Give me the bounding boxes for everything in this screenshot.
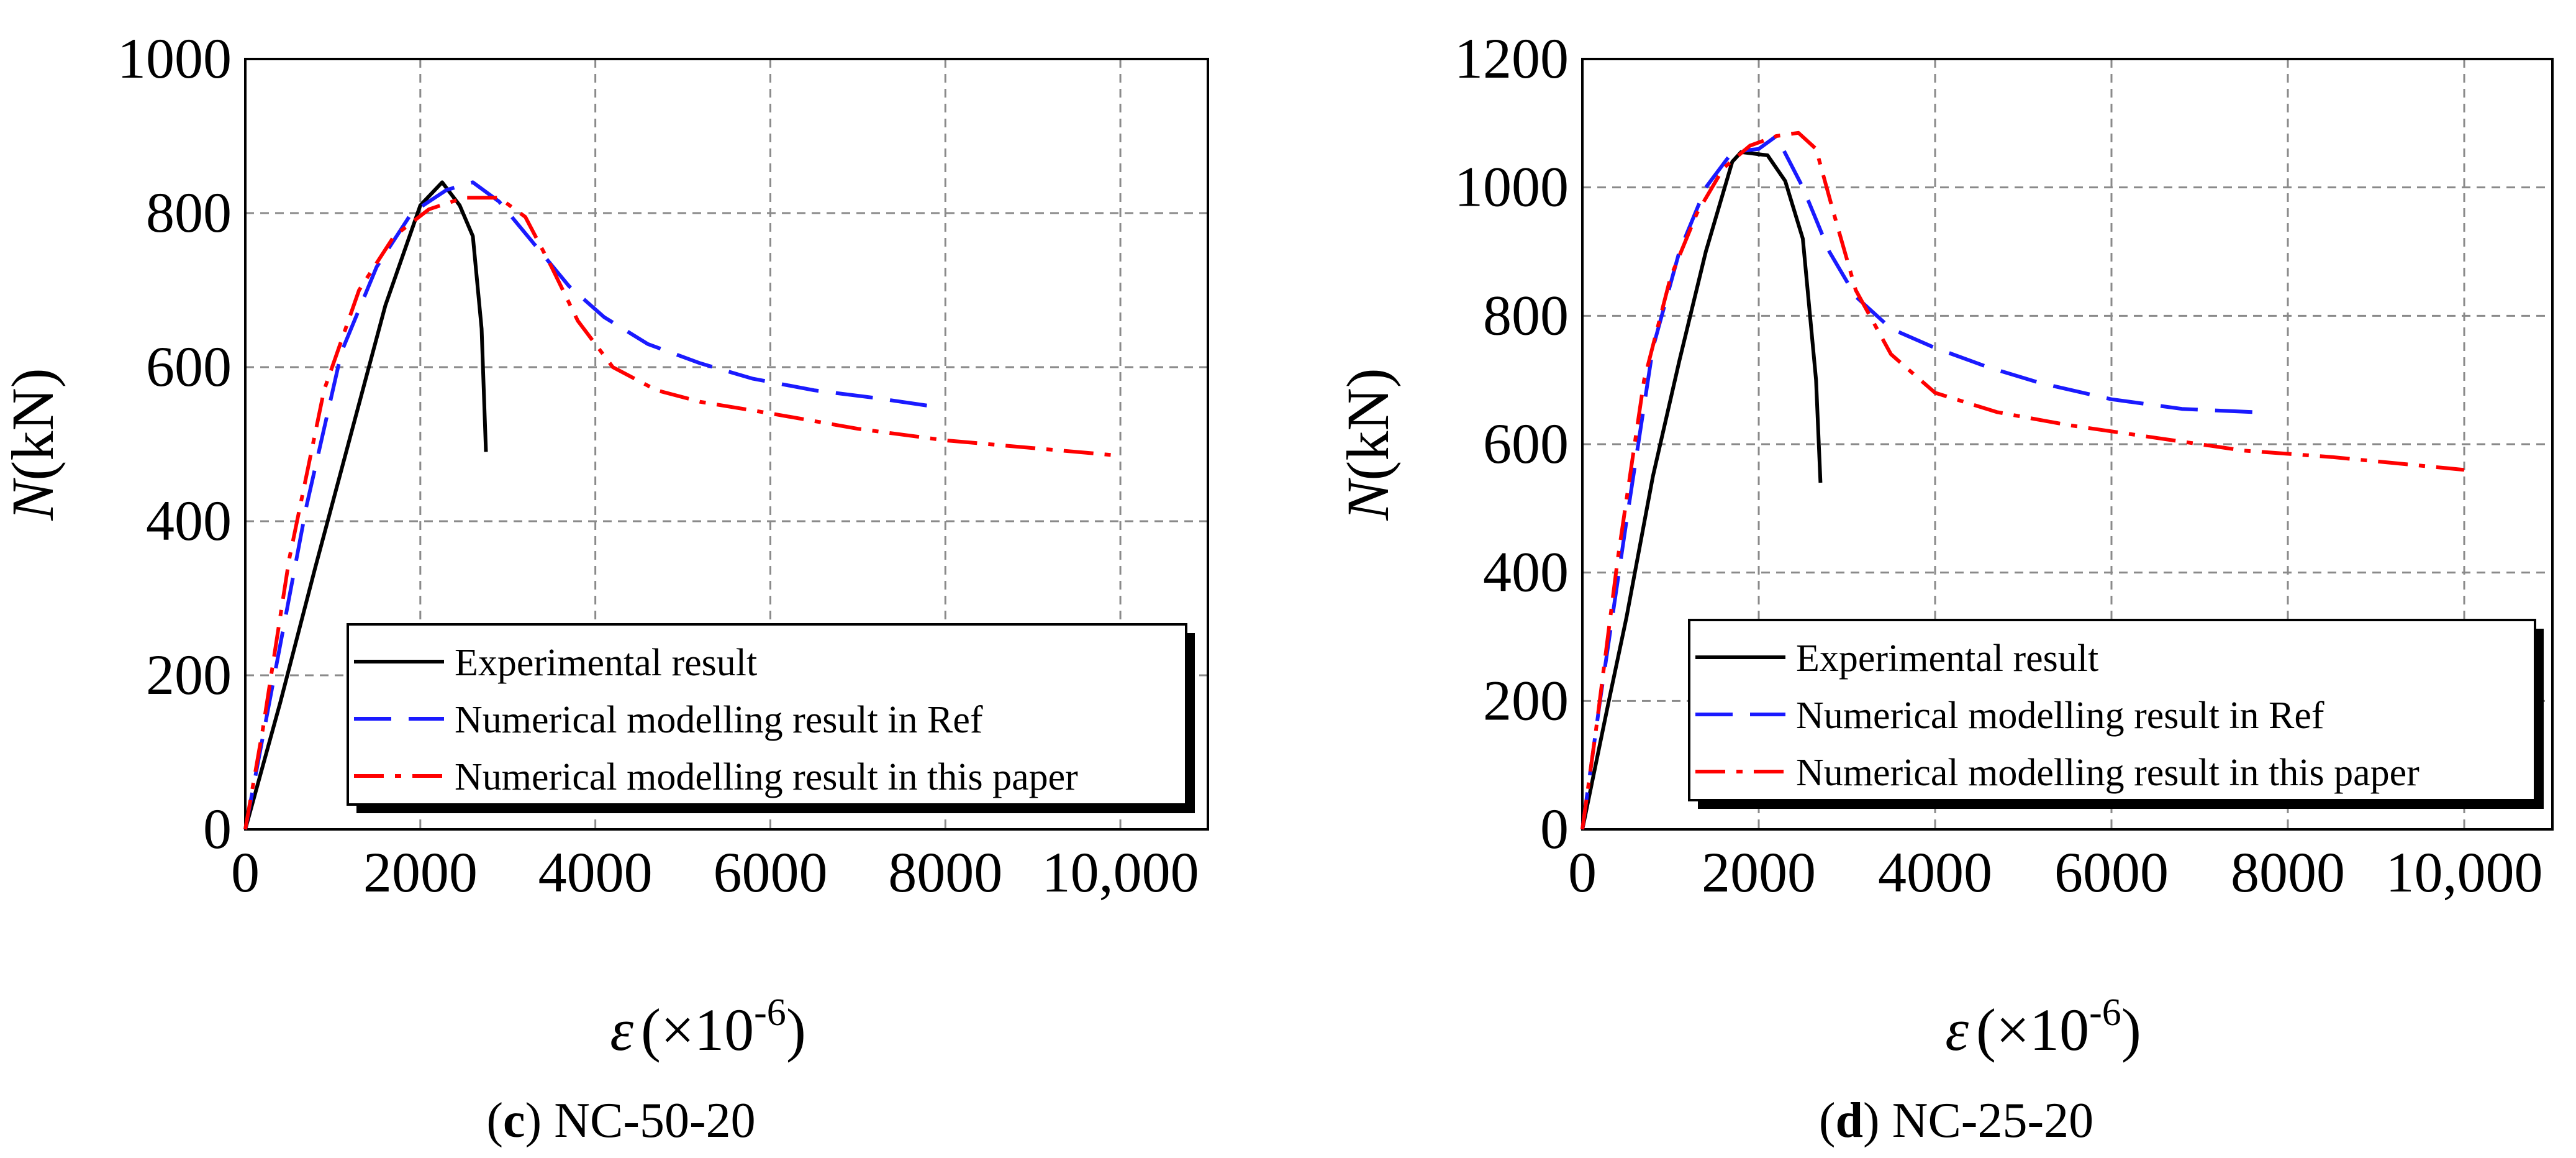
x-axis-label-symbol: ε — [1945, 996, 1969, 1063]
legend-label: Numerical modelling result in Ref — [1796, 695, 2324, 737]
y-tick-label: 1000 — [1454, 155, 1569, 219]
plot-frame — [244, 58, 1209, 831]
x-tick-label: 6000 — [713, 841, 827, 904]
x-tick-label: 2000 — [1702, 841, 1816, 904]
caption-paren-close: ) — [525, 1093, 542, 1148]
caption-letter: d — [1836, 1093, 1864, 1148]
x-tick-label: 0 — [1568, 841, 1597, 904]
y-tick-label: 200 — [1483, 668, 1569, 732]
x-tick-label: 4000 — [538, 841, 653, 904]
y-tick-label: 1000 — [117, 27, 232, 90]
y-tick-label: 0 — [203, 797, 232, 860]
x-tick-label: 2000 — [363, 841, 478, 904]
y-axis-label-unit: (kN) — [0, 368, 66, 480]
y-tick-label: 800 — [1483, 283, 1569, 347]
legend-label: Numerical modelling result in Ref — [455, 699, 983, 741]
series-line — [243, 180, 928, 830]
x-axis-label-close: ) — [2121, 996, 2141, 1063]
y-axis-label: N(kN) — [1335, 368, 1401, 521]
x-axis-label: ε (×10-6) — [610, 992, 806, 1063]
x-axis-label-unit: (×10 — [1976, 996, 2089, 1063]
legend-box — [347, 623, 1187, 806]
legend-box — [1688, 619, 2536, 801]
y-axis-label-symbol: N — [0, 478, 66, 521]
y-tick-label: 400 — [146, 489, 232, 552]
legend-label: Numerical modelling result in this paper — [455, 756, 1078, 798]
caption-text: NC-50-20 — [542, 1093, 755, 1148]
caption-paren-open: ( — [486, 1093, 503, 1148]
y-tick-label: 200 — [146, 643, 232, 706]
series-line — [243, 196, 1121, 830]
y-tick-label: 1200 — [1454, 27, 1569, 90]
x-axis-label-unit: (×10 — [641, 996, 754, 1063]
series-line — [1581, 130, 2465, 830]
x-tick-label: 10,000 — [1042, 841, 1199, 904]
x-tick-label: 4000 — [1878, 841, 1992, 904]
x-tick-label: 6000 — [2054, 841, 2169, 904]
x-axis-label-close: ) — [786, 996, 806, 1063]
figure-caption: (c) NC-50-20 — [486, 1093, 755, 1148]
caption-letter: c — [503, 1093, 525, 1148]
x-axis-label-exponent: -6 — [2089, 992, 2121, 1034]
y-axis-label-unit: (kN) — [1335, 368, 1401, 480]
x-tick-label: 8000 — [888, 841, 1002, 904]
y-tick-label: 600 — [1483, 412, 1569, 475]
figure-caption: (d) NC-25-20 — [1819, 1093, 2093, 1148]
caption-text: NC-25-20 — [1880, 1093, 2093, 1148]
x-axis-label-exponent: -6 — [754, 992, 786, 1034]
chart-nc-25-20: 0 2000 4000 6000 8000 10,000 0 200 400 600 800 1000… — [1335, 27, 2554, 1148]
legend-label: Experimental result — [455, 642, 757, 684]
chart-nc-50-20: 0 2000 4000 6000 8000 10,000 0 200 400 600 800 1000… — [0, 27, 1209, 1148]
x-axis-label-symbol: ε — [610, 996, 633, 1063]
y-tick-label: 800 — [146, 181, 232, 244]
x-tick-label: 10,000 — [2386, 841, 2543, 904]
caption-paren-open: ( — [1819, 1093, 1836, 1148]
y-tick-label: 400 — [1483, 540, 1569, 604]
y-tick-label: 0 — [1540, 797, 1569, 860]
x-axis-label: ε (×10-6) — [1945, 992, 2141, 1063]
caption-paren-close: ) — [1863, 1093, 1880, 1148]
legend-label: Experimental result — [1796, 637, 2098, 680]
plot-frame — [1581, 58, 2554, 831]
legend-label: Numerical modelling result in this paper — [1796, 752, 2420, 794]
x-tick-label: 8000 — [2231, 841, 2345, 904]
x-tick-label: 0 — [231, 841, 260, 904]
y-tick-label: 600 — [146, 335, 232, 398]
series-line — [243, 180, 488, 830]
y-axis-label: N(kN) — [0, 368, 66, 521]
y-axis-label-symbol: N — [1335, 478, 1401, 521]
